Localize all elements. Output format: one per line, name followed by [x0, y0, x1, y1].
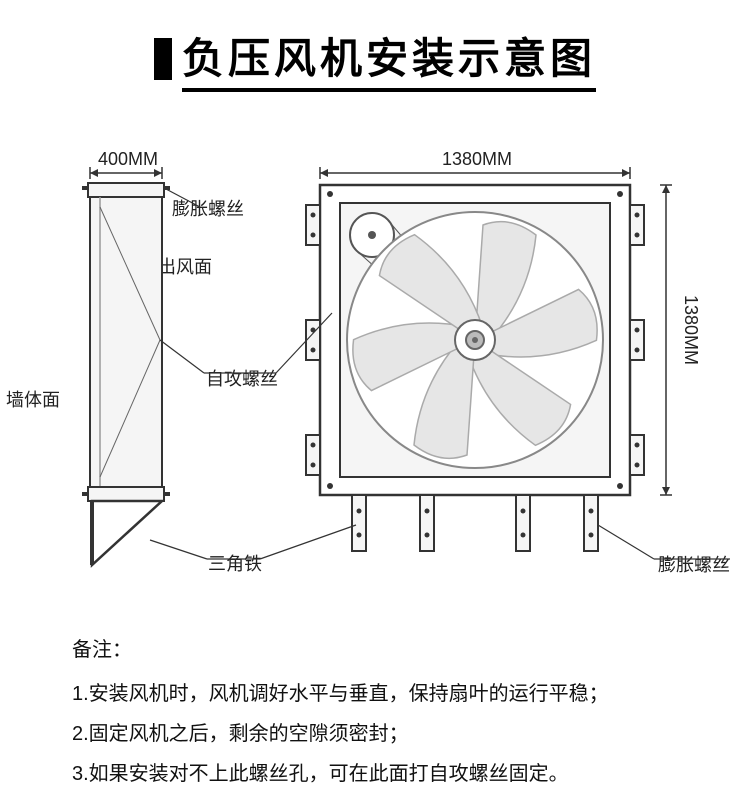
note-item-1: 1.安装风机时，风机调好水平与垂直，保持扇叶的运行平稳； — [72, 674, 682, 714]
leader-angle-2 — [260, 525, 356, 559]
title-bar: 负压风机安装示意图 — [95, 25, 655, 92]
note-item-3: 3.如果安装对不上此螺丝孔，可在此面打自攻螺丝固定。 — [72, 754, 682, 794]
leader-self-tap-1 — [160, 340, 204, 373]
front-view — [306, 167, 672, 551]
notes-block: 备注： 1.安装风机时，风机调好水平与垂直，保持扇叶的运行平稳； 2.固定风机之… — [72, 630, 682, 794]
page-title: 负压风机安装示意图 — [182, 25, 596, 92]
leader-exp-screw — [166, 189, 200, 207]
leader-exp-screw-r — [598, 525, 654, 559]
diagram-area: 400MM 1380MM 1380MM 膨胀螺丝 出风面 自攻螺丝 墙体面 三角… — [0, 145, 750, 625]
title-accent — [154, 38, 172, 80]
note-item-2: 2.固定风机之后，剩余的空隙须密封； — [72, 714, 682, 754]
notes-header: 备注： — [72, 630, 682, 670]
diagram-svg — [0, 145, 750, 625]
leader-angle-1 — [150, 540, 207, 559]
side-view — [82, 167, 170, 565]
